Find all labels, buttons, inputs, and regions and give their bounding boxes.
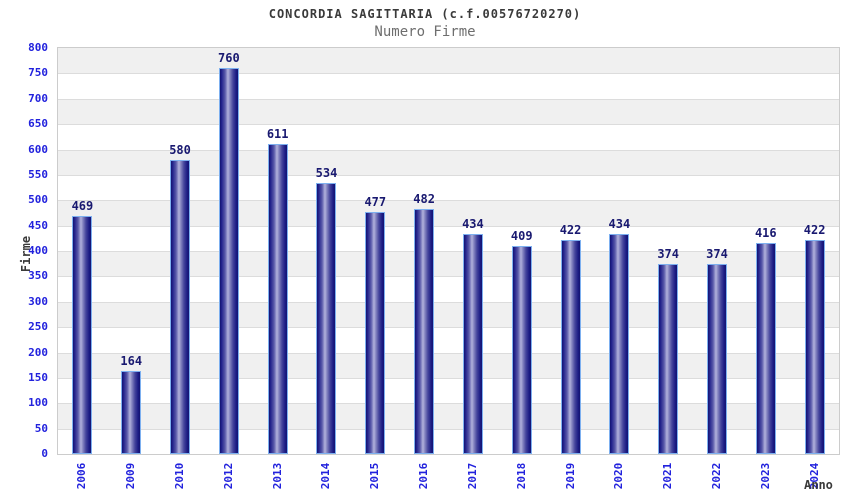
y-tick-label: 0 — [41, 447, 48, 460]
x-axis-label: Anno — [804, 478, 833, 492]
bar-value-label: 374 — [706, 247, 728, 262]
bar-value-label: 422 — [803, 222, 826, 237]
x-tick-label: 2014 — [319, 462, 333, 490]
y-tick-label: 650 — [28, 117, 48, 131]
bar — [414, 209, 435, 454]
bar — [511, 246, 532, 454]
gridline — [58, 403, 839, 405]
bar-value-label: 534 — [315, 165, 338, 180]
y-tick-label: 150 — [28, 370, 48, 384]
bar — [218, 68, 239, 454]
bar-value-label: 164 — [120, 353, 143, 368]
x-tick-label: 2010 — [173, 462, 187, 490]
gridline — [58, 200, 839, 202]
y-tick-label: 800 — [28, 41, 48, 54]
y-tick-label: 200 — [28, 345, 48, 359]
bar-value-label: 416 — [754, 225, 777, 240]
y-tick-label: 50 — [34, 421, 48, 435]
y-tick-label: 750 — [28, 66, 48, 80]
gridline — [58, 301, 839, 303]
x-tick-label: 2019 — [563, 462, 577, 490]
bar — [804, 239, 825, 454]
y-tick-label: 250 — [28, 320, 48, 334]
x-tick-label: 2021 — [661, 462, 675, 490]
plot-area: 469 164 580 760 611 534 477 482 434 409 422 434 374 3… — [57, 47, 840, 455]
bar-value-label: 760 — [218, 51, 240, 66]
bar — [316, 182, 337, 454]
bar — [755, 242, 776, 454]
bar — [560, 239, 581, 454]
bar-value-label: 611 — [266, 126, 289, 141]
bar — [72, 215, 93, 454]
bar — [706, 264, 727, 454]
x-tick-label: 2013 — [270, 462, 284, 490]
x-tick-label: 2023 — [758, 462, 772, 490]
y-tick-label: 450 — [28, 218, 48, 232]
background-band — [58, 98, 839, 125]
background-band — [58, 73, 839, 99]
gridline — [58, 327, 839, 329]
gridline — [58, 73, 839, 75]
bar-value-label: 580 — [169, 142, 191, 157]
background-band — [58, 48, 839, 74]
y-tick-label: 300 — [28, 294, 48, 308]
bar-value-label: 482 — [413, 192, 435, 207]
bar — [170, 159, 191, 454]
y-tick-label: 550 — [28, 167, 48, 181]
x-tick-label: 2016 — [417, 462, 431, 490]
x-tick-label: 2009 — [124, 462, 138, 490]
bar-value-label: 477 — [364, 194, 387, 209]
x-tick-label: 2022 — [709, 462, 723, 490]
y-tick-label: 600 — [28, 142, 48, 156]
x-tick-label: 2018 — [514, 462, 528, 490]
bar-value-label: 434 — [462, 216, 484, 231]
y-tick-label: 700 — [28, 91, 48, 105]
chart-title: CONCORDIA SAGITTARIA (c.f.00576720270) — [268, 7, 582, 21]
gridline — [58, 428, 839, 430]
chart-subtitle: Numero Firme — [374, 24, 476, 40]
x-tick-label: 2012 — [221, 462, 235, 490]
bar — [365, 211, 386, 454]
gridline — [58, 352, 839, 354]
bar — [658, 264, 679, 454]
bar-value-label: 434 — [608, 216, 631, 231]
x-tick-label: 2015 — [368, 462, 382, 490]
x-tick-label: 2006 — [75, 462, 89, 490]
y-tick-label: 500 — [28, 193, 48, 207]
gridline — [58, 149, 839, 151]
y-tick-label: 350 — [28, 269, 48, 283]
gridline — [58, 377, 839, 379]
bar — [121, 370, 142, 454]
gridline — [58, 174, 839, 176]
x-tick-label: 2017 — [465, 462, 479, 490]
bar-value-label: 409 — [510, 229, 533, 244]
gridline — [58, 124, 839, 126]
y-tick-label: 400 — [28, 244, 48, 257]
bar-value-label: 469 — [71, 198, 94, 213]
x-tick-label: 2020 — [612, 462, 626, 490]
gridline — [58, 225, 839, 227]
bar-value-label: 422 — [559, 222, 582, 237]
gridline — [58, 98, 839, 100]
gridline — [58, 251, 839, 252]
bar — [609, 233, 630, 454]
background-band — [58, 124, 839, 150]
bar-value-label: 374 — [657, 247, 679, 262]
y-tick-label: 100 — [28, 396, 48, 410]
bar — [267, 143, 288, 454]
bar — [462, 233, 483, 454]
gridline — [58, 276, 839, 278]
